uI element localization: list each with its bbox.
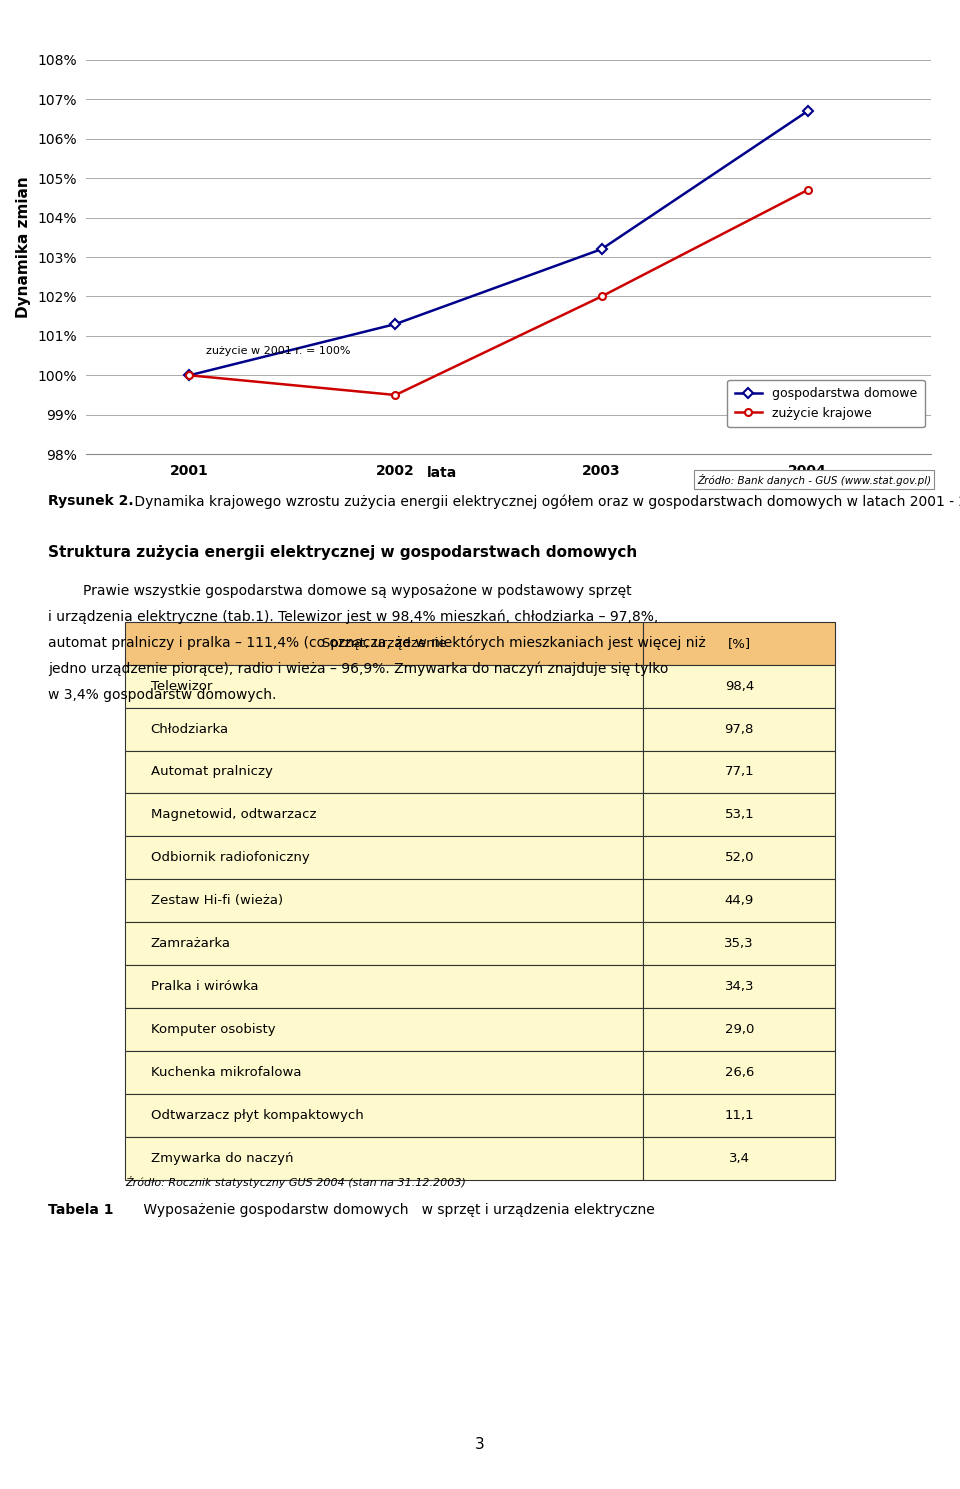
Legend: gospodarstwa domowe, zużycie krajowe: gospodarstwa domowe, zużycie krajowe: [728, 380, 924, 427]
Text: Źródło: Bank danych - GUS (www.stat.gov.pl): Źródło: Bank danych - GUS (www.stat.gov.…: [697, 474, 931, 485]
Text: w 3,4% gospodarstw domowych.: w 3,4% gospodarstw domowych.: [48, 688, 276, 701]
Text: 3: 3: [475, 1437, 485, 1452]
Text: Źródło: Rocznik statystyczny GUS 2004 (stan na 31.12.2003): Źródło: Rocznik statystyczny GUS 2004 (s…: [125, 1176, 466, 1188]
Text: automat pralniczy i pralka – 111,4% (co oznacza, że w niektórych mieszkaniach je: automat pralniczy i pralka – 111,4% (co …: [48, 636, 706, 651]
Text: i urządzenia elektryczne (tab.1). Telewizor jest w 98,4% mieszkań, chłodziarka –: i urządzenia elektryczne (tab.1). Telewi…: [48, 610, 659, 624]
Text: Prawie wszystkie gospodarstwa domowe są wyposażone w podstawowy sprzęt: Prawie wszystkie gospodarstwa domowe są …: [48, 584, 632, 597]
Text: Wyposażenie gospodarstw domowych   w sprzęt i urządzenia elektryczne: Wyposażenie gospodarstw domowych w sprzę…: [139, 1203, 655, 1217]
Y-axis label: Dynamika zmian: Dynamika zmian: [16, 176, 32, 319]
Text: jedno urządzenie piorące), radio i wieża – 96,9%. Zmywarka do naczyń znajduje si: jedno urządzenie piorące), radio i wieża…: [48, 661, 668, 676]
Text: zużycie w 2001 r. = 100%: zużycie w 2001 r. = 100%: [205, 345, 350, 356]
Text: Rysunek 2.: Rysunek 2.: [48, 494, 133, 508]
Text: Dynamika krajowego wzrostu zużycia energii elektrycznej ogółem oraz w gospodarst: Dynamika krajowego wzrostu zużycia energ…: [130, 494, 960, 509]
Text: lata: lata: [426, 466, 457, 479]
Text: Struktura zużycia energii elektrycznej w gospodarstwach domowych: Struktura zużycia energii elektrycznej w…: [48, 545, 637, 560]
Text: Tabela 1: Tabela 1: [48, 1203, 113, 1217]
